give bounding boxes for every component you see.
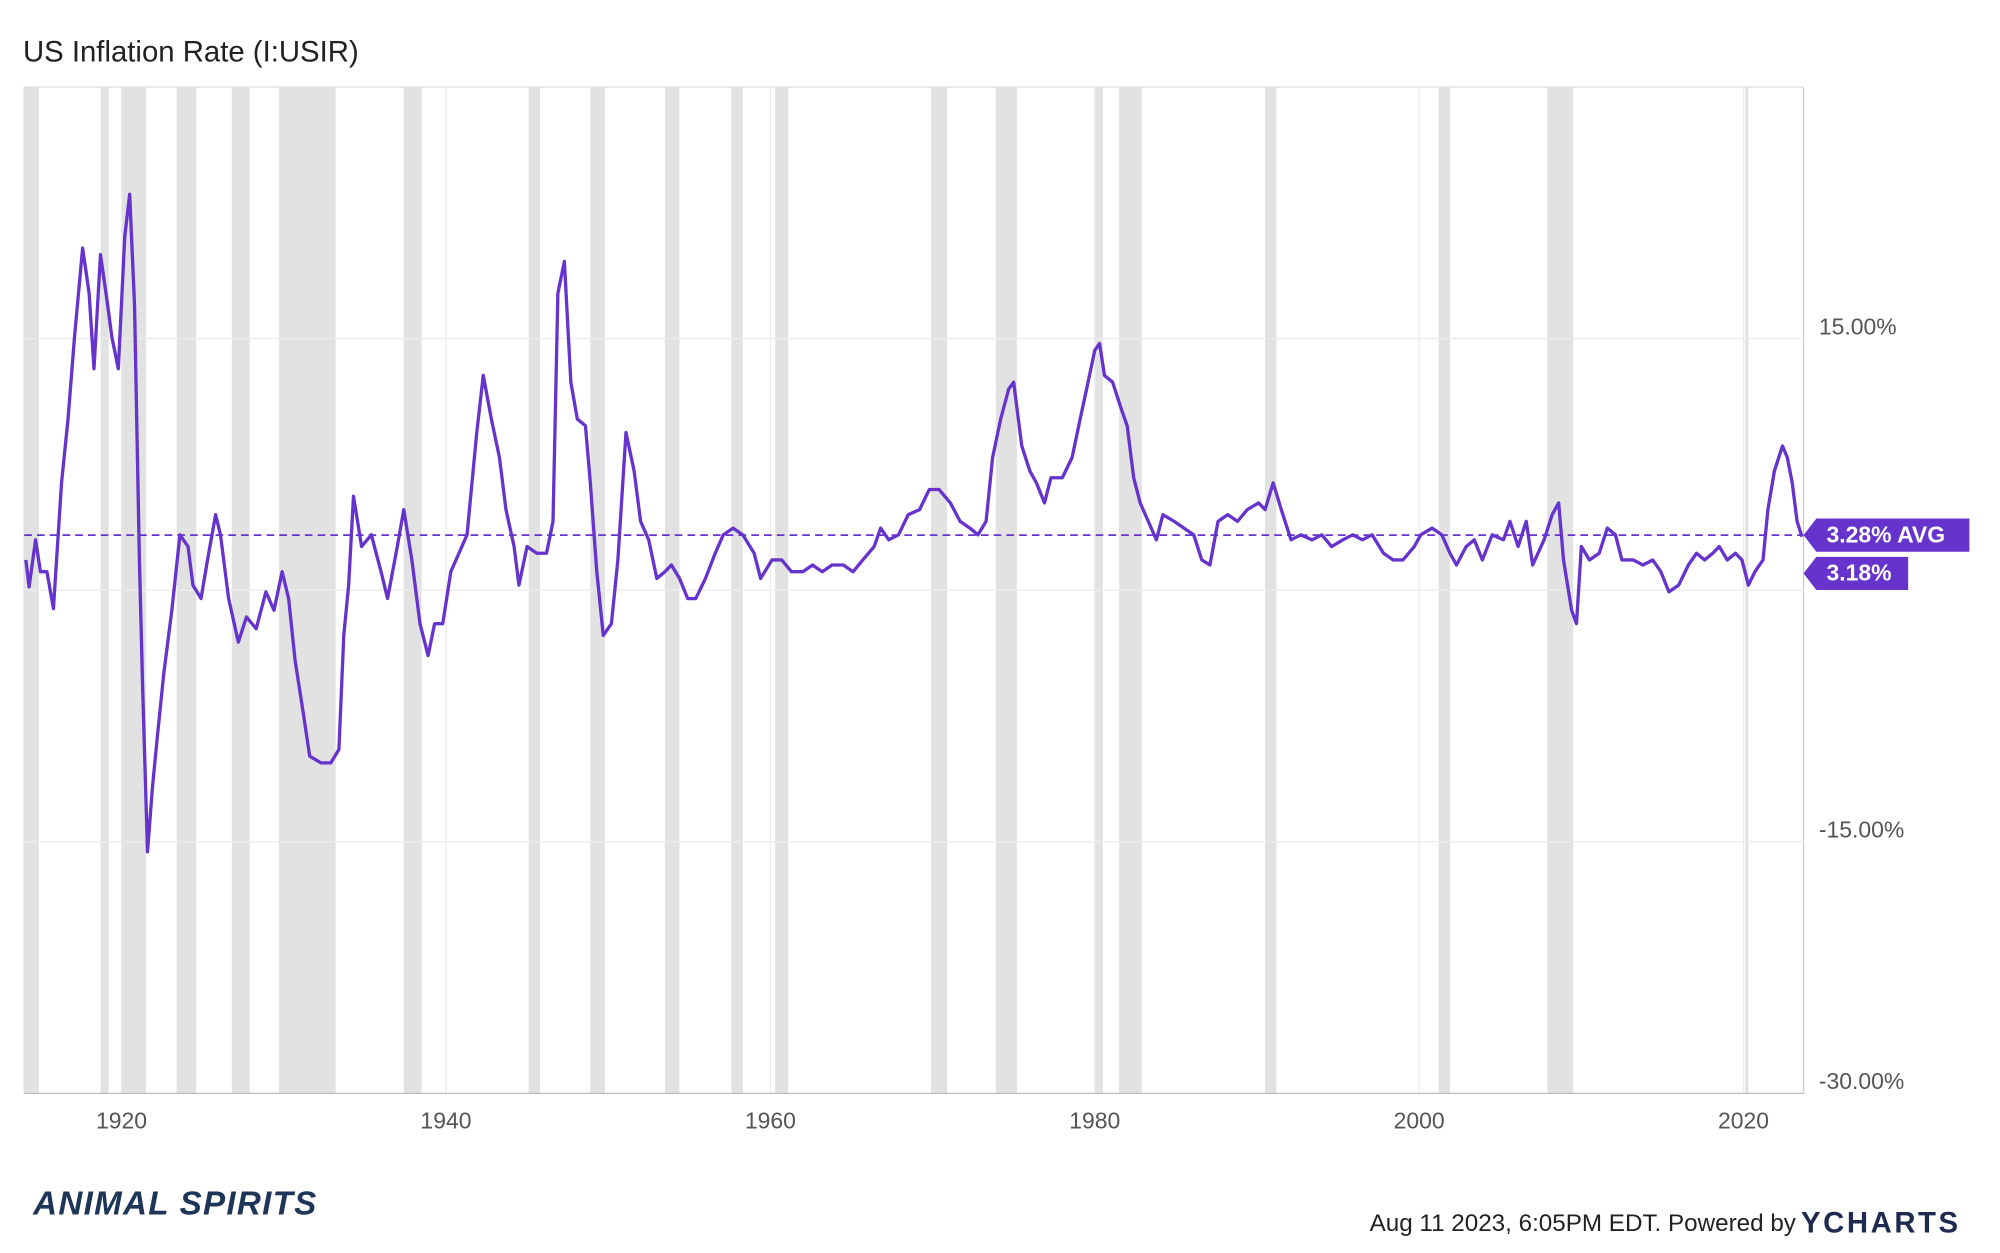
brand: YCHARTS (1801, 1206, 1961, 1239)
x-tick-label: 2020 (1718, 1108, 1769, 1134)
y-tick-label: 15.00% (1819, 313, 1897, 339)
line-layer (24, 192, 1804, 854)
y-tick-label: -15.00% (1819, 817, 1904, 843)
x-tick-label: 1980 (1069, 1108, 1120, 1134)
average-box (1803, 518, 1970, 552)
x-tick-label: 2000 (1394, 1108, 1445, 1134)
x-tick-label: 1960 (745, 1108, 796, 1134)
y-tick-label: -30.00% (1819, 1068, 1904, 1094)
annotations: 3.28% AVG 3.18% (24, 518, 1970, 590)
logo: ANIMAL SPIRITS (32, 1185, 317, 1222)
last-value-label: 3.18% (1827, 560, 1892, 586)
x-tick-label: 1940 (420, 1108, 471, 1134)
x-tick-label: 1920 (96, 1108, 147, 1134)
average-label: 3.28% AVG (1827, 521, 1946, 547)
footer: Aug 11 2023, 6:05PM EDT. Powered by (1370, 1210, 1797, 1237)
series-line (24, 192, 1804, 854)
chart-title: US Inflation Rate (I:USIR) (23, 36, 359, 69)
grid: 1920 1940 1960 1980 2000 2020 15.00% -15.00% -30… (23, 86, 1904, 1134)
last-value-box (1803, 556, 1909, 590)
